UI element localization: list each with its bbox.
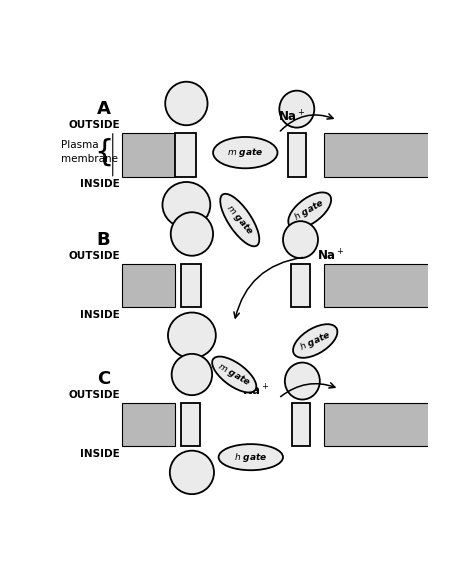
- Ellipse shape: [212, 357, 256, 393]
- Ellipse shape: [162, 182, 210, 228]
- Ellipse shape: [218, 444, 283, 470]
- Bar: [122, 263, 175, 307]
- Text: B: B: [97, 231, 110, 249]
- Text: C: C: [97, 370, 110, 388]
- Ellipse shape: [171, 354, 212, 395]
- Text: {: {: [94, 138, 114, 167]
- Ellipse shape: [285, 363, 320, 399]
- Bar: [181, 263, 201, 307]
- Bar: [324, 133, 431, 176]
- Bar: [324, 263, 431, 307]
- Bar: [122, 403, 175, 446]
- Text: INSIDE: INSIDE: [80, 449, 120, 459]
- Ellipse shape: [279, 90, 314, 128]
- Text: $h$ gate: $h$ gate: [234, 451, 267, 464]
- Bar: [288, 133, 306, 176]
- Text: membrane: membrane: [61, 154, 118, 164]
- Text: OUTSIDE: OUTSIDE: [68, 390, 120, 400]
- Text: $h$ gate: $h$ gate: [297, 328, 333, 354]
- Ellipse shape: [165, 82, 208, 125]
- Bar: [324, 403, 431, 446]
- Ellipse shape: [220, 194, 259, 246]
- Ellipse shape: [283, 221, 318, 258]
- Text: Na$^+$: Na$^+$: [278, 109, 306, 124]
- Text: INSIDE: INSIDE: [80, 310, 120, 320]
- Text: $m$ gate: $m$ gate: [227, 146, 264, 159]
- Text: INSIDE: INSIDE: [80, 180, 120, 189]
- Bar: [292, 403, 311, 446]
- Text: $m$ gate: $m$ gate: [223, 202, 256, 238]
- Ellipse shape: [288, 193, 331, 229]
- Text: OUTSIDE: OUTSIDE: [68, 251, 120, 260]
- Text: OUTSIDE: OUTSIDE: [68, 120, 120, 130]
- Ellipse shape: [293, 324, 337, 358]
- Ellipse shape: [171, 212, 213, 256]
- Bar: [291, 263, 310, 307]
- Text: $h$ gate: $h$ gate: [292, 197, 327, 224]
- Ellipse shape: [170, 451, 214, 494]
- Ellipse shape: [168, 312, 216, 358]
- Ellipse shape: [213, 137, 277, 168]
- Text: $m$ gate: $m$ gate: [215, 360, 253, 389]
- Bar: [175, 133, 196, 176]
- Bar: [122, 133, 175, 176]
- Bar: [181, 403, 200, 446]
- Text: Plasma: Plasma: [61, 140, 99, 150]
- Text: Na$^+$: Na$^+$: [317, 249, 344, 264]
- Text: A: A: [96, 100, 111, 118]
- Text: Na$^+$: Na$^+$: [242, 383, 269, 398]
